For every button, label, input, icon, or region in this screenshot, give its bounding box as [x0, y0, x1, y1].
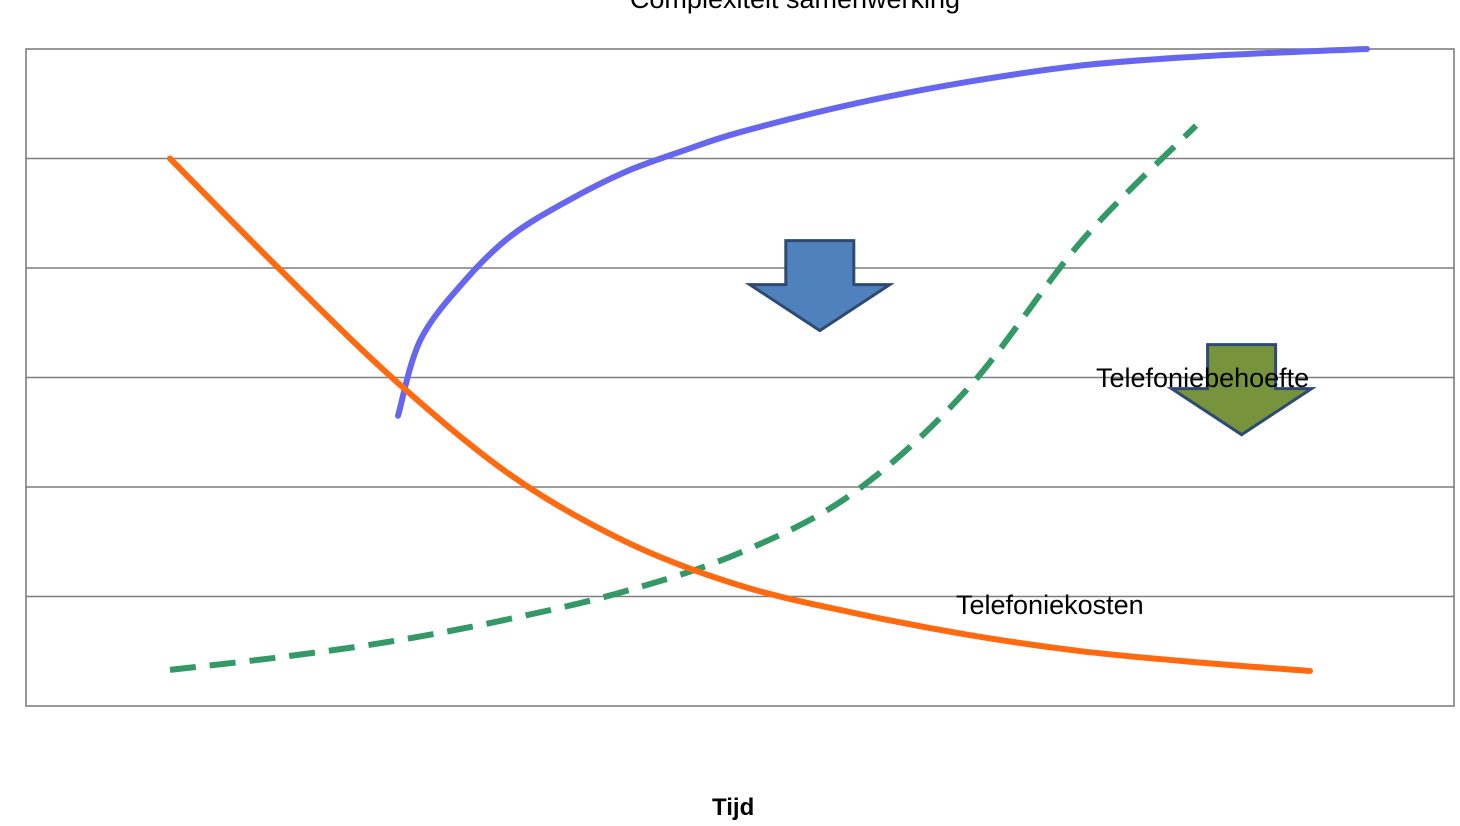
series-line-telefoniekosten: [167, 155, 1313, 674]
gridlines: [26, 157, 1454, 598]
trend-arrows: [744, 239, 1317, 437]
down-arrow-complexiteit-samenwerking: [744, 239, 895, 333]
x-axis-label: Tijd: [712, 794, 755, 821]
series-line-complexiteit-samenwerking: [395, 46, 1370, 419]
series-line-telefoniebehoefte: [169, 123, 1199, 673]
series-lines: [167, 46, 1370, 674]
series-label-telefoniekosten: Telefoniekosten: [956, 590, 1144, 620]
chart-title: Complexiteit samenwerking: [0, 0, 1460, 15]
down-arrow-telefoniebehoefte: [1166, 343, 1317, 437]
series-label-telefoniebehoefte: Telefoniebehoefte: [1096, 363, 1310, 393]
plot-area-border: [25, 48, 1455, 707]
